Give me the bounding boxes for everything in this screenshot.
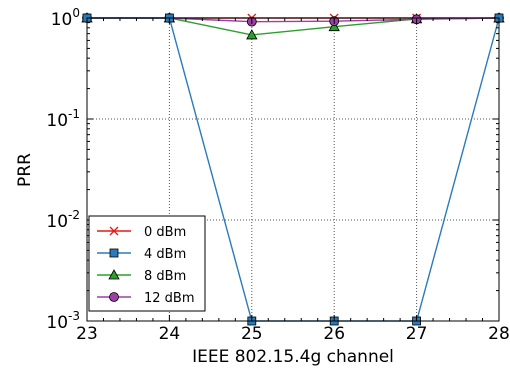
y-tick-label: 10-2 <box>46 208 80 232</box>
data-point-8-dbm <box>246 29 258 40</box>
legend-label: 8 dBm <box>144 269 186 284</box>
x-tick-label: 27 <box>406 324 428 344</box>
y-tick-label: 10-1 <box>46 107 80 131</box>
legend-marker <box>108 269 120 280</box>
legend-marker <box>109 226 119 236</box>
x-tick-label: 25 <box>241 324 263 344</box>
legend-label: 0 dBm <box>144 225 186 240</box>
y-tick-label: 10-3 <box>46 309 80 333</box>
x-tick-label: 23 <box>76 324 98 344</box>
data-point-8-dbm <box>328 20 340 32</box>
x-axis-label: IEEE 802.15.4g channel <box>192 347 394 367</box>
x-tick-label: 24 <box>159 324 181 344</box>
legend: 0 dBm 4 dBm 8 dBm 12 dBm <box>88 215 206 312</box>
y-tick-labels: 10-3 10-2 10-1 100 <box>46 6 80 333</box>
legend-entry-4-dbm: 4 dBm <box>97 247 186 262</box>
plot-frame <box>86 17 500 322</box>
legend-entry-0-dbm: 0 dBm <box>97 225 186 240</box>
series-12-dbm <box>82 13 504 27</box>
x-tick-label: 28 <box>488 324 510 344</box>
legend-box <box>88 215 206 312</box>
y-tick-label: 100 <box>51 6 80 30</box>
series-line-8-dbm <box>87 17 500 36</box>
legend-label: 4 dBm <box>144 247 186 262</box>
x-tick-label: 26 <box>323 324 345 344</box>
legend-entry-8-dbm: 8 dBm <box>97 269 186 284</box>
legend-marker <box>109 248 119 258</box>
y-axis-label: PRR <box>15 153 35 187</box>
legend-marker <box>109 292 119 302</box>
legend-label: 12 dBm <box>144 291 195 306</box>
x-tick-labels: 23 24 25 26 27 28 <box>76 324 510 344</box>
series-8-dbm <box>81 12 505 40</box>
legend-entry-12-dbm: 12 dBm <box>97 291 195 306</box>
